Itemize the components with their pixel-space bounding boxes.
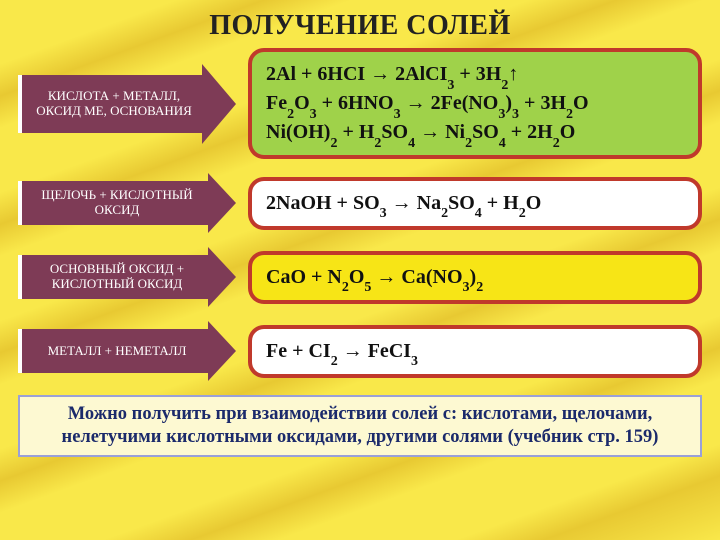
- arrow-label: ЩЕЛОЧЬ + КИСЛОТНЫЙ ОКСИД: [18, 181, 208, 225]
- arrow-head-icon: [208, 173, 236, 233]
- category-arrow: МЕТАЛЛ + НЕМЕТАЛЛ: [18, 321, 236, 381]
- reaction-equation: 2NaOH + SO3 → Na2SO4 + H2O: [266, 189, 684, 218]
- category-arrow: КИСЛОТА + МЕТАЛЛ, ОКСИД МЕ, ОСНОВАНИЯ: [18, 64, 236, 144]
- footer-note: Можно получить при взаимодействии солей …: [18, 395, 702, 457]
- page-title: ПОЛУЧЕНИЕ СОЛЕЙ: [0, 0, 720, 48]
- reaction-equation: CaO + N2O5 → Ca(NO3)2: [266, 263, 684, 292]
- reaction-equation: Fe + CI2 → FeCI3: [266, 337, 684, 366]
- reaction-row: МЕТАЛЛ + НЕМЕТАЛЛ Fe + CI2 → FeCI3: [18, 321, 702, 381]
- reaction-row: ЩЕЛОЧЬ + КИСЛОТНЫЙ ОКСИД 2NaOH + SO3 → Na…: [18, 173, 702, 233]
- content-area: КИСЛОТА + МЕТАЛЛ, ОКСИД МЕ, ОСНОВАНИЯ 2Al…: [0, 48, 720, 381]
- arrow-label: ОСНОВНЫЙ ОКСИД + КИСЛОТНЫЙ ОКСИД: [18, 255, 208, 299]
- arrow-label: КИСЛОТА + МЕТАЛЛ, ОКСИД МЕ, ОСНОВАНИЯ: [18, 75, 202, 133]
- reaction-box: CaO + N2O5 → Ca(NO3)2: [248, 251, 702, 304]
- reaction-row: ОСНОВНЫЙ ОКСИД + КИСЛОТНЫЙ ОКСИД CaO + N2…: [18, 247, 702, 307]
- arrow-head-icon: [208, 321, 236, 381]
- reaction-row: КИСЛОТА + МЕТАЛЛ, ОКСИД МЕ, ОСНОВАНИЯ 2Al…: [18, 48, 702, 159]
- arrow-head-icon: [208, 247, 236, 307]
- category-arrow: ЩЕЛОЧЬ + КИСЛОТНЫЙ ОКСИД: [18, 173, 236, 233]
- reaction-box: 2Al + 6HCI → 2AlCI3 + 3H2↑Fe2O3 + 6HNO3 …: [248, 48, 702, 159]
- reaction-equation: Ni(OH)2 + H2SO4 → Ni2SO4 + 2H2O: [266, 118, 684, 147]
- reaction-equation: Fe2O3 + 6HNO3 → 2Fe(NO3)3 + 3H2O: [266, 89, 684, 118]
- reaction-box: 2NaOH + SO3 → Na2SO4 + H2O: [248, 177, 702, 230]
- reaction-equation: 2Al + 6HCI → 2AlCI3 + 3H2↑: [266, 60, 684, 89]
- arrow-label: МЕТАЛЛ + НЕМЕТАЛЛ: [18, 329, 208, 373]
- arrow-head-icon: [202, 64, 236, 144]
- reaction-box: Fe + CI2 → FeCI3: [248, 325, 702, 378]
- category-arrow: ОСНОВНЫЙ ОКСИД + КИСЛОТНЫЙ ОКСИД: [18, 247, 236, 307]
